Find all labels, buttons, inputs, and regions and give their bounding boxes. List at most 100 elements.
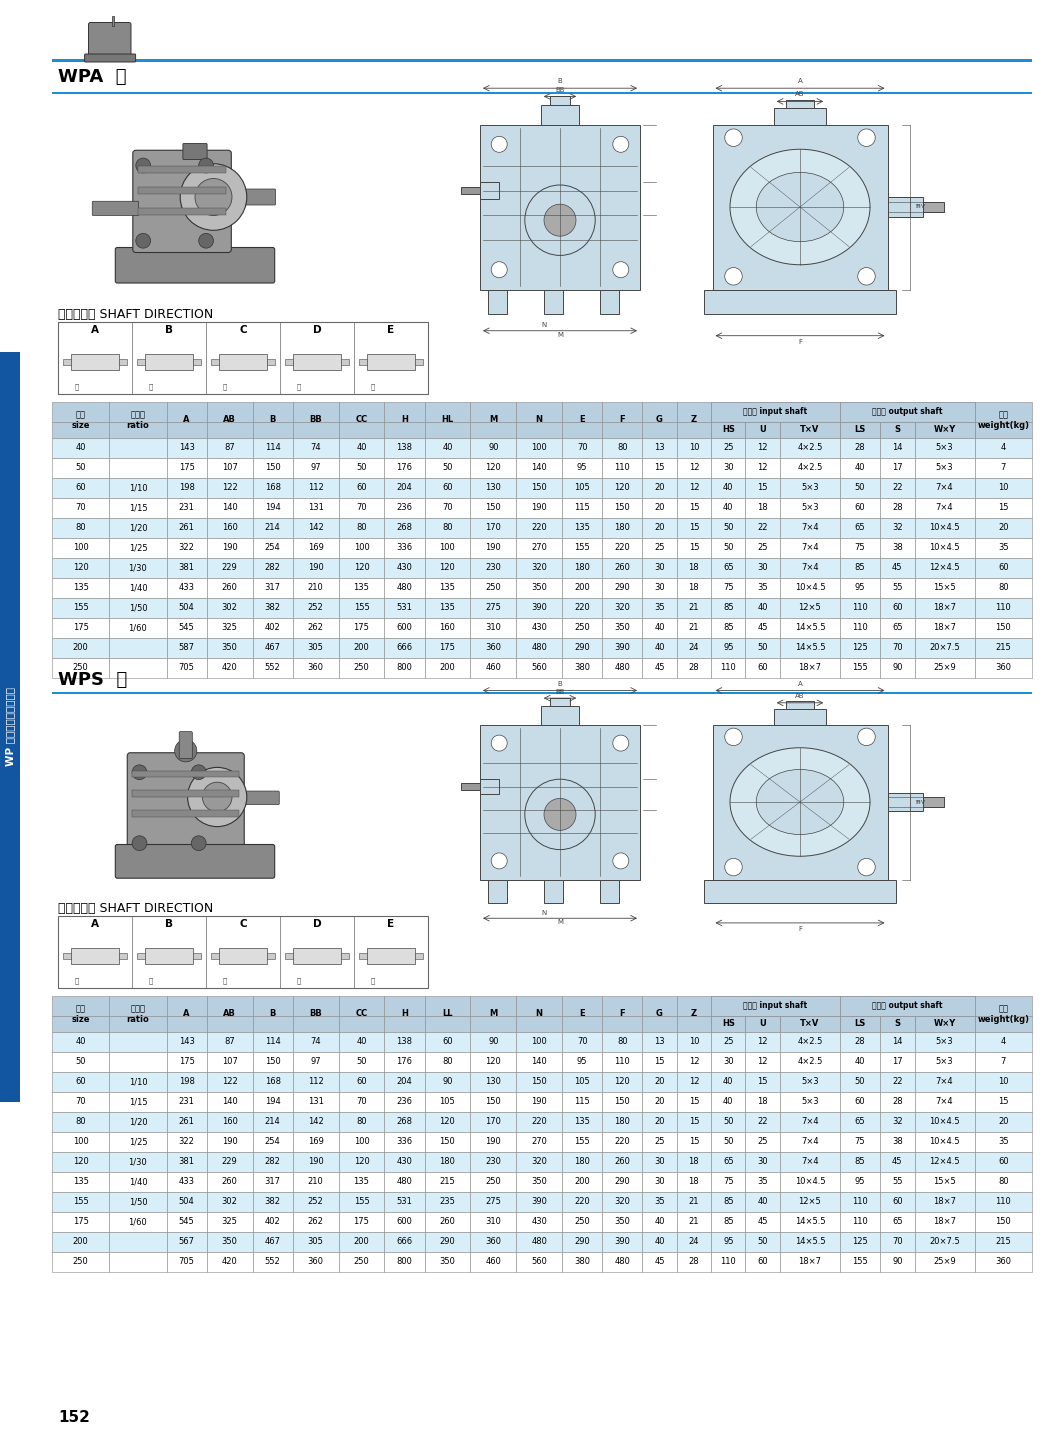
Bar xyxy=(52,402,109,423)
Bar xyxy=(471,439,516,457)
Text: 200: 200 xyxy=(440,664,456,672)
Bar xyxy=(711,498,745,518)
Bar xyxy=(252,1172,293,1192)
Text: A: A xyxy=(183,1009,190,1018)
Bar xyxy=(471,539,516,558)
Bar xyxy=(424,1192,471,1212)
Text: 40: 40 xyxy=(75,443,86,453)
Bar xyxy=(119,953,127,958)
Text: LS: LS xyxy=(854,425,866,434)
Bar xyxy=(602,1072,642,1092)
Bar xyxy=(780,658,840,678)
Bar xyxy=(676,1112,711,1133)
Bar xyxy=(562,1112,602,1133)
Bar xyxy=(840,1212,880,1231)
Bar xyxy=(915,1172,975,1192)
Bar xyxy=(471,1231,516,1252)
Bar xyxy=(338,619,385,637)
Bar xyxy=(562,558,602,578)
Circle shape xyxy=(725,267,742,285)
Bar xyxy=(424,598,471,619)
Text: 12: 12 xyxy=(689,1077,700,1086)
Bar xyxy=(780,1016,840,1032)
FancyBboxPatch shape xyxy=(116,247,275,283)
Bar xyxy=(516,637,562,658)
Circle shape xyxy=(136,234,151,248)
Text: E: E xyxy=(388,919,394,929)
Bar xyxy=(880,598,915,619)
Circle shape xyxy=(491,261,507,277)
Bar xyxy=(293,996,338,1016)
Text: 262: 262 xyxy=(307,623,323,633)
Bar xyxy=(252,1032,293,1053)
Bar xyxy=(471,637,516,658)
Text: 110: 110 xyxy=(615,1057,630,1067)
Text: 390: 390 xyxy=(531,1198,547,1207)
Text: 22: 22 xyxy=(758,524,767,533)
Text: T×V: T×V xyxy=(800,1019,819,1028)
Bar xyxy=(166,558,207,578)
Bar xyxy=(138,166,227,173)
Bar xyxy=(471,1032,516,1053)
Text: 250: 250 xyxy=(73,664,89,672)
Bar xyxy=(562,518,602,539)
Text: 65: 65 xyxy=(854,1118,865,1127)
Text: 重量
weight(kg): 重量 weight(kg) xyxy=(977,411,1029,430)
Text: B: B xyxy=(165,325,173,335)
Text: 20: 20 xyxy=(654,1077,665,1086)
Text: 180: 180 xyxy=(615,524,631,533)
Text: 35: 35 xyxy=(999,1137,1009,1147)
Bar xyxy=(516,1092,562,1112)
Bar xyxy=(293,1252,338,1272)
Bar xyxy=(562,1092,602,1112)
Bar xyxy=(602,1112,642,1133)
Bar xyxy=(385,1032,424,1053)
Bar xyxy=(385,1172,424,1192)
Circle shape xyxy=(136,158,151,173)
Bar xyxy=(676,1053,711,1072)
Bar xyxy=(711,1032,745,1053)
Bar xyxy=(562,1172,602,1192)
Circle shape xyxy=(613,735,629,751)
Text: 260: 260 xyxy=(222,1178,237,1186)
Text: 302: 302 xyxy=(222,1198,237,1207)
Text: 320: 320 xyxy=(531,563,547,572)
Text: 480: 480 xyxy=(396,1178,412,1186)
Text: 12×5: 12×5 xyxy=(798,604,822,613)
Bar xyxy=(293,1032,338,1053)
Text: 25: 25 xyxy=(654,543,665,553)
Text: 18: 18 xyxy=(689,584,700,592)
Text: 28: 28 xyxy=(689,1257,700,1266)
Bar xyxy=(119,359,127,364)
Bar xyxy=(267,359,276,364)
Text: 105: 105 xyxy=(440,1098,456,1106)
Bar xyxy=(676,619,711,637)
Circle shape xyxy=(613,852,629,868)
Bar xyxy=(252,478,293,498)
Text: 60: 60 xyxy=(893,604,903,613)
Bar xyxy=(207,996,252,1016)
Bar xyxy=(424,478,471,498)
Bar xyxy=(252,1212,293,1231)
Text: 50: 50 xyxy=(758,1237,767,1246)
Bar xyxy=(642,1212,676,1231)
Bar xyxy=(293,1112,338,1133)
Text: 74: 74 xyxy=(311,443,321,453)
Bar xyxy=(207,598,252,619)
FancyBboxPatch shape xyxy=(127,752,244,858)
Text: 552: 552 xyxy=(265,1257,281,1266)
Bar xyxy=(544,880,563,903)
Text: G: G xyxy=(656,415,662,424)
Text: 85: 85 xyxy=(723,604,734,613)
Bar xyxy=(642,1172,676,1192)
Bar xyxy=(488,289,507,314)
Text: 155: 155 xyxy=(354,1198,369,1207)
Bar xyxy=(780,478,840,498)
Bar xyxy=(385,637,424,658)
Text: 70: 70 xyxy=(893,643,903,652)
Bar xyxy=(745,1053,780,1072)
Bar xyxy=(516,1212,562,1231)
Text: 260: 260 xyxy=(222,584,237,592)
Text: 15: 15 xyxy=(689,1098,700,1106)
Bar xyxy=(787,701,814,709)
